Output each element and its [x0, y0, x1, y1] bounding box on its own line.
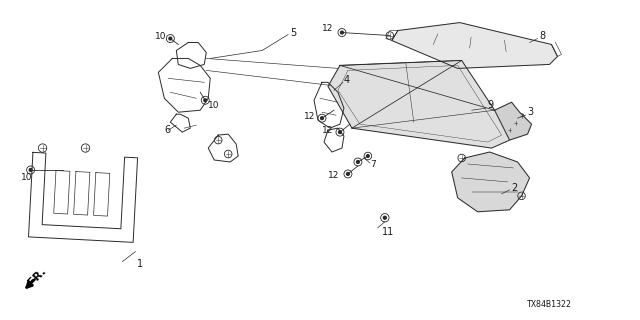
Circle shape — [367, 155, 369, 157]
Circle shape — [346, 172, 349, 175]
Text: 12: 12 — [328, 172, 339, 180]
Circle shape — [321, 117, 323, 120]
Text: 2: 2 — [511, 183, 518, 193]
Polygon shape — [495, 102, 532, 140]
Circle shape — [204, 99, 207, 102]
Text: 4: 4 — [344, 75, 350, 85]
Text: FR.: FR. — [27, 266, 48, 287]
Polygon shape — [392, 23, 557, 68]
Text: 9: 9 — [488, 100, 494, 110]
Text: 11: 11 — [382, 227, 394, 237]
Text: 3: 3 — [527, 107, 534, 117]
Text: 10: 10 — [156, 32, 167, 41]
Circle shape — [383, 216, 387, 219]
Text: 10: 10 — [20, 173, 32, 182]
Text: 5: 5 — [290, 28, 296, 37]
Circle shape — [169, 37, 172, 40]
Circle shape — [29, 169, 32, 171]
Text: 8: 8 — [540, 30, 546, 41]
Polygon shape — [452, 152, 529, 212]
Text: 6: 6 — [164, 125, 170, 135]
Circle shape — [340, 31, 343, 34]
Text: 1: 1 — [138, 259, 143, 268]
Circle shape — [356, 161, 359, 164]
Circle shape — [339, 131, 341, 133]
Text: 12: 12 — [322, 126, 333, 135]
Text: 7: 7 — [370, 160, 376, 170]
Text: 10: 10 — [208, 101, 220, 110]
Text: 12: 12 — [304, 112, 316, 121]
Text: TX84B1322: TX84B1322 — [527, 300, 572, 309]
Text: 12: 12 — [322, 24, 333, 33]
Polygon shape — [328, 60, 509, 148]
